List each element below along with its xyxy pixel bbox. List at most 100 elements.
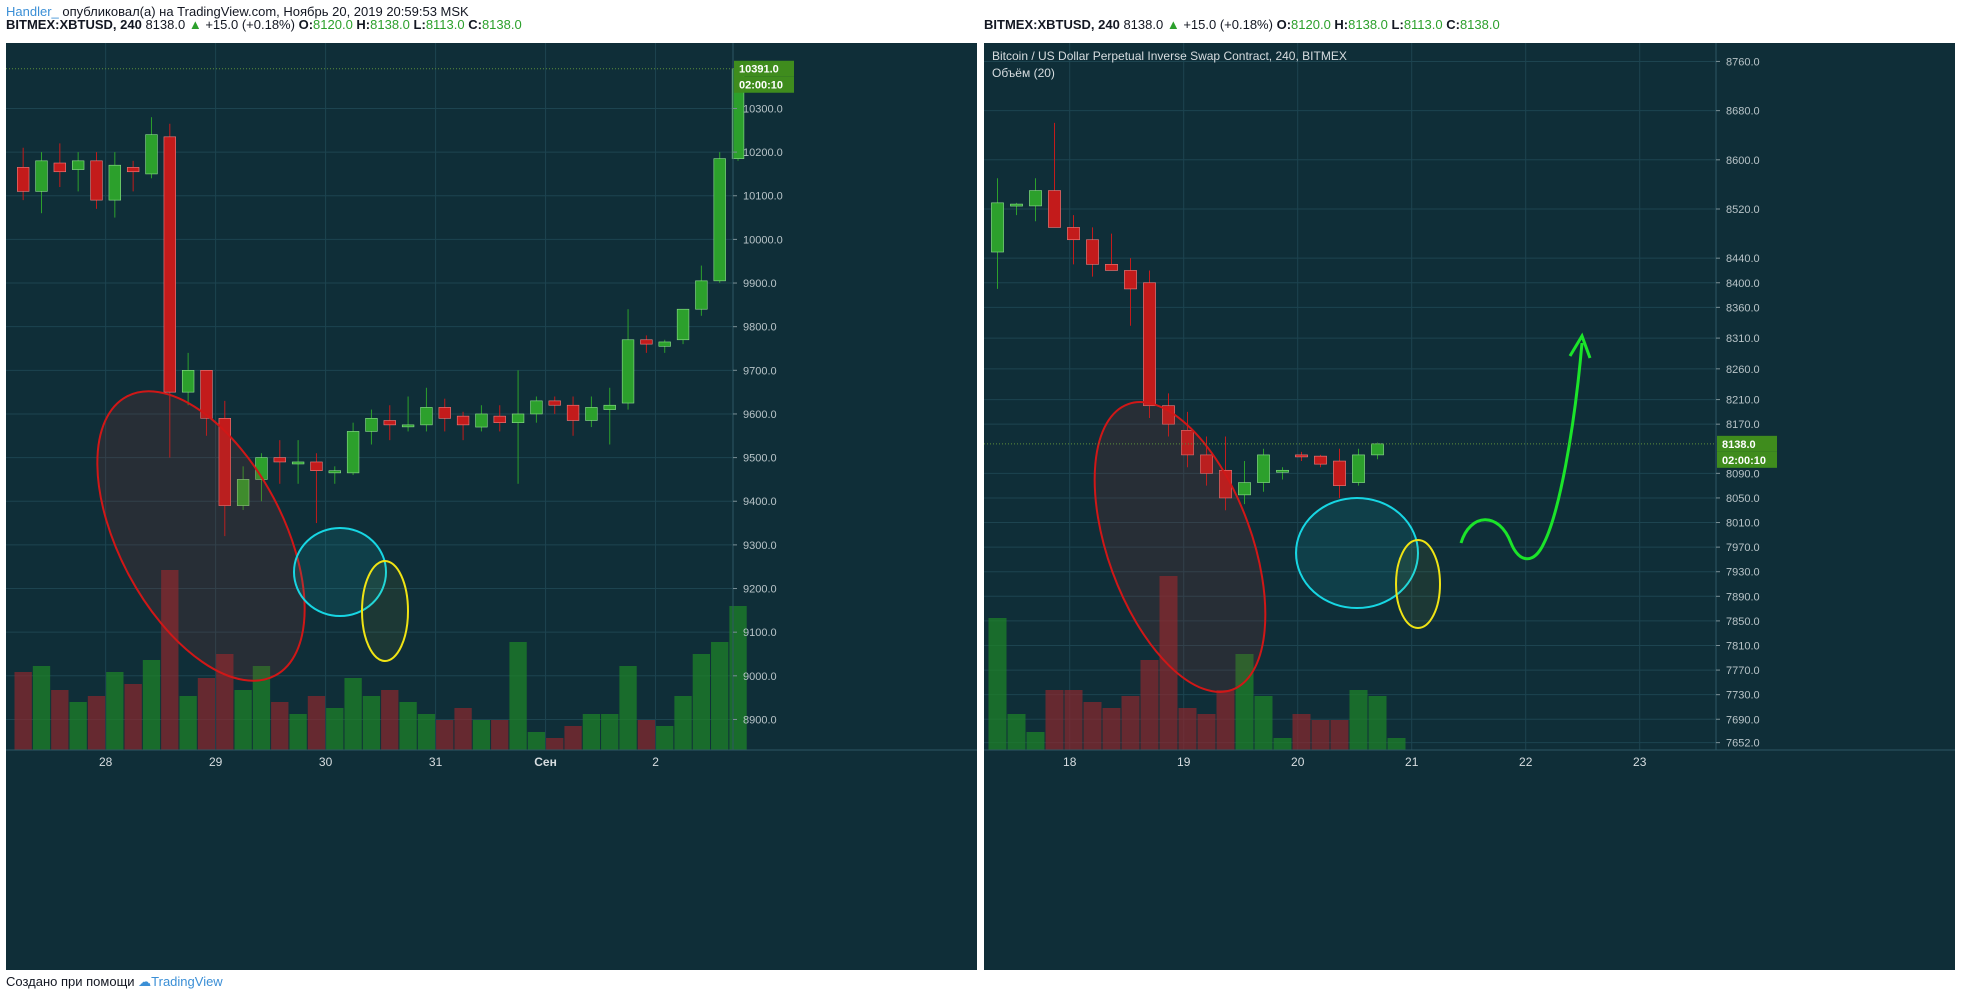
open-value: 8120.0 [313, 17, 353, 32]
time-tick-label: 19 [1177, 755, 1191, 769]
candle [640, 339, 653, 345]
candle [621, 339, 635, 404]
volume-bar [69, 702, 87, 750]
price-tick-label: 8360.0 [1726, 302, 1760, 314]
price-tick-label: 7690.0 [1726, 714, 1760, 726]
volume-bar [1064, 690, 1083, 750]
time-tick-label: Сен [534, 755, 557, 769]
volume-bar [582, 714, 601, 750]
volume-bar [692, 654, 711, 750]
candle [420, 407, 433, 426]
candle [1314, 455, 1327, 465]
candle [328, 470, 341, 474]
volume-bar [1083, 702, 1102, 750]
candle [1048, 190, 1061, 228]
volume-bar [124, 684, 142, 750]
price-tick-label: 7652.0 [1726, 738, 1760, 750]
change-text: +15.0 (+0.18%) [205, 17, 295, 32]
right-legend: BITMEX:XBTUSD, 240 8138.0 ▲ +15.0 (+0.18… [984, 17, 1500, 32]
cyan-circle-annotation [1295, 497, 1419, 609]
right-chart[interactable]: Bitcoin / US Dollar Perpetual Inverse Sw… [984, 43, 1955, 970]
volume-bar [1178, 708, 1197, 750]
left-chart[interactable]: 10300.0 10200.0 10100.0 10000.0 9900.0 9800.0… [6, 43, 977, 970]
price-tick-label: 10100.0 [743, 191, 783, 203]
volume-bar [87, 696, 106, 750]
candle [1029, 190, 1042, 207]
time-tick-label: 29 [209, 755, 223, 769]
yellow-ellipse-annotation [361, 560, 409, 662]
volume-bar [179, 696, 197, 750]
volume-bar [1007, 714, 1026, 750]
candle [566, 404, 580, 421]
volume-bar [674, 696, 692, 750]
price-tick-label: 9100.0 [743, 627, 777, 639]
price-tick-label: 7970.0 [1726, 542, 1760, 554]
volume-bar [1387, 738, 1406, 750]
low-label: L: [1391, 17, 1404, 32]
volume-bar [289, 714, 307, 750]
candle [291, 461, 305, 465]
volume-bar [1045, 690, 1064, 750]
volume-bar [344, 678, 362, 750]
candle [16, 167, 30, 192]
annotations [1093, 332, 1592, 693]
volume-bar [326, 708, 344, 750]
price-tick-label: 9800.0 [743, 322, 777, 334]
volume-bar [417, 714, 436, 750]
volume-bar [1026, 732, 1045, 750]
volume-bar [1273, 738, 1292, 750]
candle [713, 158, 726, 282]
author-link[interactable]: Handler_ [6, 4, 59, 19]
volume-bar [14, 672, 32, 750]
candle [90, 160, 103, 201]
last-price-tag [1717, 435, 1777, 452]
time-tick-label: 31 [429, 755, 443, 769]
candle [511, 413, 525, 423]
last-price-tag [734, 60, 794, 77]
price-tick-label: 8260.0 [1726, 364, 1760, 376]
volume-bar [381, 690, 399, 750]
price-tick-label: 9600.0 [743, 409, 777, 421]
footer-brand[interactable]: TradingView [151, 974, 223, 989]
candle [1371, 443, 1384, 456]
candle [475, 413, 488, 428]
candle [1295, 454, 1308, 458]
price-tick-label: 8400.0 [1726, 278, 1760, 290]
candle [1238, 482, 1251, 496]
volume-bar [509, 642, 527, 750]
volume-bar [106, 672, 124, 750]
candle [126, 167, 140, 173]
volume-bar [1159, 576, 1178, 750]
close-value: 8138.0 [481, 17, 522, 32]
chart-subtitle: Объём (20) [992, 66, 1055, 80]
volume-bar [1140, 660, 1159, 750]
volume-bar [216, 654, 234, 750]
candle [1143, 282, 1156, 407]
candle [145, 134, 158, 175]
candle [383, 420, 396, 426]
price-tick-label: 9000.0 [743, 671, 777, 683]
volume-bar [454, 708, 472, 750]
price-tick-label: 7770.0 [1726, 665, 1760, 677]
candle [1010, 203, 1023, 207]
candle [236, 479, 250, 506]
symbol-label: BITMEX:XBTUSD, 240 [6, 17, 142, 32]
timer-tag-label: 02:00:10 [1722, 455, 1766, 467]
price-tick-label: 8680.0 [1726, 106, 1760, 118]
time-tick-label: 2 [652, 755, 659, 769]
candle [53, 162, 66, 173]
volume-bar [362, 696, 381, 750]
price-tick-label: 7890.0 [1726, 591, 1760, 603]
candle [163, 136, 176, 393]
volume-bar [1121, 696, 1140, 750]
candle [200, 370, 213, 419]
close-value: 8138.0 [1459, 17, 1500, 32]
low-label: L: [413, 17, 426, 32]
candle [346, 431, 360, 474]
volume-bar [546, 738, 564, 750]
price-tick-label: 7730.0 [1726, 690, 1760, 702]
volume-bar [307, 696, 326, 750]
volume-bar [271, 702, 289, 750]
volume-bar [601, 714, 619, 750]
candle [548, 400, 561, 406]
